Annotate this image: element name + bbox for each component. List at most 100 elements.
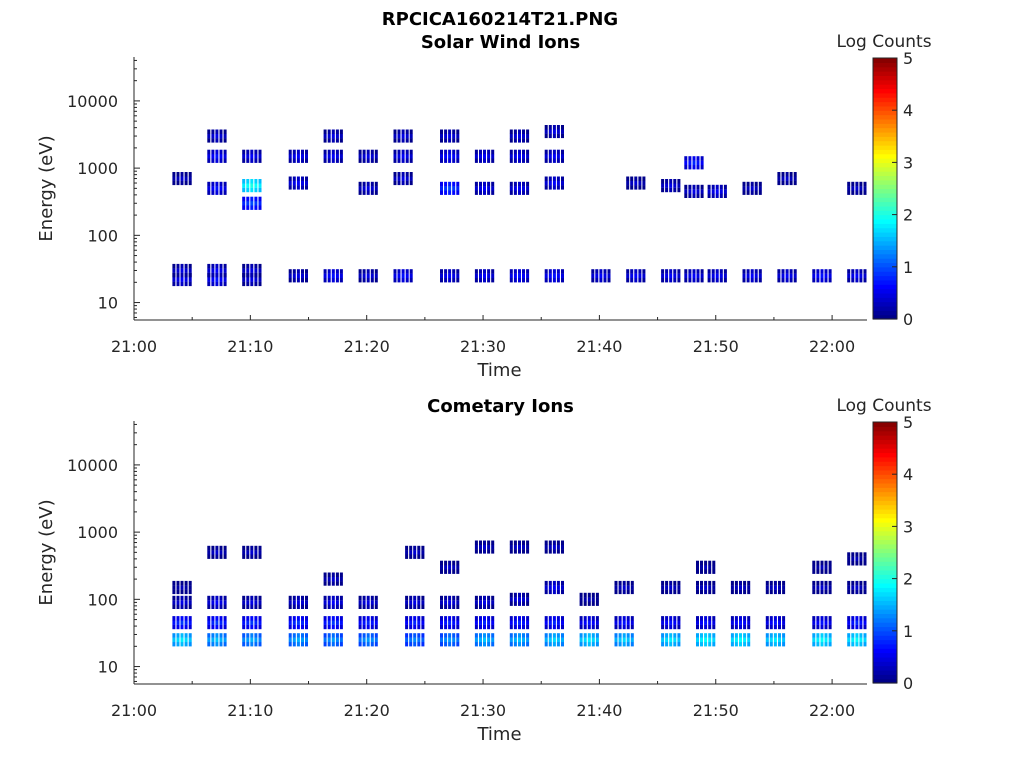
colorbar-tick-label: 5 [903,413,913,432]
panel-title: Solar Wind Ions [421,32,580,53]
heatmap-cell [518,633,521,638]
heatmap-cell [405,595,409,601]
heatmap-cell [483,154,486,159]
heatmap-cell [323,138,327,143]
heatmap-cell [409,277,413,283]
heatmap-cell [851,580,855,586]
heatmap-cell [638,176,642,181]
heatmap-cell [778,633,781,638]
heatmap-cell [754,269,758,274]
heatmap-cell [362,273,366,279]
heatmap-cell [851,589,855,595]
heatmap-cell [509,181,513,187]
heatmap-cell [812,620,816,625]
heatmap-cell [669,273,673,279]
heatmap-cell [323,616,327,621]
heatmap-cell [781,172,785,177]
heatmap-cell [513,277,517,283]
heatmap-cell [708,616,712,621]
heatmap-cell [448,624,452,630]
heatmap-cell [207,129,211,134]
heatmap-cell [440,600,443,605]
heatmap-cell [362,604,366,609]
heatmap-cell [548,549,552,554]
heatmap-cell [742,277,746,283]
heatmap-cell [522,549,525,554]
heatmap-cell [518,616,521,621]
heatmap-cell [335,641,339,647]
heatmap-cell [323,133,327,139]
heatmap-cell [444,149,448,155]
heatmap-cell [526,133,530,139]
heatmap-cell [207,637,211,643]
heatmap-cell [370,186,374,191]
heatmap-cell [254,641,258,647]
x-tick-label: 21:50 [693,337,739,356]
heatmap-cell [677,616,681,621]
heatmap-cell [176,641,180,647]
heatmap-cell [444,565,448,570]
heatmap-cell [599,277,603,283]
colorbar-segment [873,543,897,549]
heatmap-cell [176,268,180,273]
heatmap-cell [366,190,370,195]
heatmap-cell [207,624,211,630]
heatmap-cell [242,149,246,155]
heatmap-cell [258,604,262,609]
colorbar-segment [873,214,897,220]
heatmap-cell [301,185,304,190]
heatmap-cell [448,129,452,134]
heatmap-cell [188,268,192,273]
heatmap-cell [339,154,343,159]
heatmap-cell [824,620,828,625]
heatmap-cell [250,158,254,163]
heatmap-cell [773,637,777,643]
heatmap-cell [513,540,517,545]
heatmap-cell [712,569,716,574]
heatmap-cell [673,580,677,586]
heatmap-cell [626,637,630,643]
heatmap-cell [513,616,517,621]
heatmap-cell [219,620,223,625]
heatmap-cell [188,620,192,625]
heatmap-cell [215,600,219,605]
heatmap-cell [444,616,448,621]
heatmap-cell [323,595,327,601]
colorbar-segment [873,292,897,298]
heatmap-cell [254,281,258,287]
heatmap-cell [700,633,703,638]
heatmap-cell [452,604,456,609]
heatmap-cell [405,129,409,134]
heatmap-cell [292,154,296,159]
heatmap-cell [242,595,246,601]
heatmap-cell [417,637,421,643]
colorbar-segment [873,227,897,233]
heatmap-cell [518,592,521,598]
heatmap-cell [401,277,405,283]
x-tick-label: 21:10 [227,337,273,356]
heatmap-cell [223,268,227,273]
heatmap-cell [440,186,443,191]
heatmap-cell [665,620,669,625]
heatmap-cell [366,595,370,601]
heatmap-cell [579,620,583,625]
heatmap-cell [393,158,397,163]
heatmap-cell [855,181,859,187]
heatmap-cell [456,641,460,647]
heatmap-cell [781,269,785,274]
heatmap-cell [444,595,448,601]
heatmap-cell [176,263,180,269]
heatmap-cell [335,158,339,163]
heatmap-cell [405,172,409,177]
heatmap-cell [552,641,556,647]
heatmap-cell [847,580,851,586]
heatmap-cell [474,641,478,647]
heatmap-cell [548,129,552,134]
heatmap-cell [323,129,327,134]
heatmap-cell [758,190,762,195]
heatmap-cell [444,273,448,279]
heatmap-cell [246,179,250,184]
heatmap-cell [630,277,634,283]
colorbar-segment [873,62,897,68]
heatmap-cell [323,581,327,586]
